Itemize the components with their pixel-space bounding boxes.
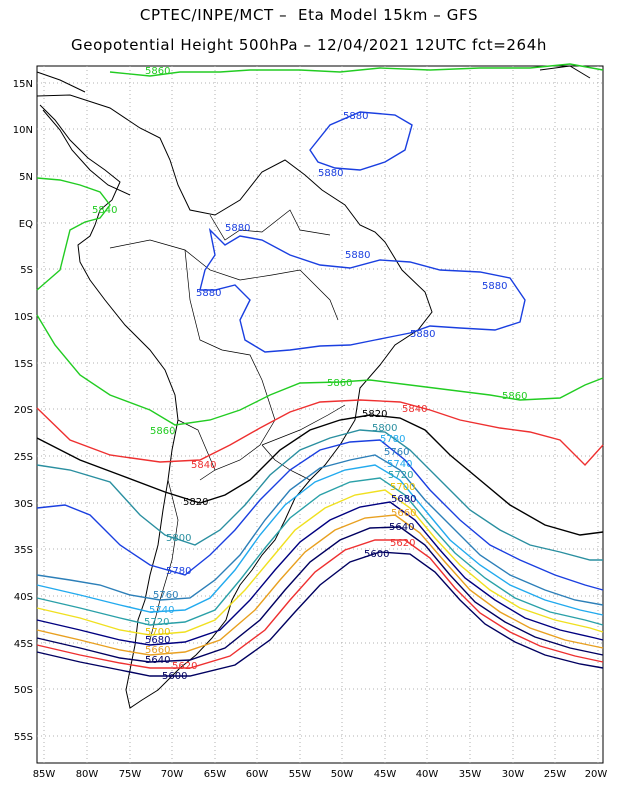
contour-5640 xyxy=(36,526,604,663)
contour-label: 5600 xyxy=(162,671,187,682)
contour-label: 5700 xyxy=(390,482,415,493)
lon-tick: 35W xyxy=(459,769,482,780)
lat-tick: 45S xyxy=(14,639,33,650)
lat-tick: 40S xyxy=(14,592,33,603)
lon-tick: 70W xyxy=(161,769,184,780)
lat-tick: 5N xyxy=(19,172,33,183)
contour-5820 xyxy=(36,414,604,536)
contour-labels: 5860 5880 5880 5840 5880 5880 5880 5880 … xyxy=(92,66,527,682)
contour-label: 5840 xyxy=(402,404,427,415)
contour-5860-north xyxy=(109,63,604,77)
contour-label: 5740 xyxy=(387,459,412,470)
lat-tick: 15N xyxy=(13,79,33,90)
contour-label: 5860 xyxy=(150,426,175,437)
contour-label: 5720 xyxy=(144,617,169,628)
chart-subtitle: Geopotential Height 500hPa – 12/04/2021 … xyxy=(71,36,547,54)
lat-tick: 35S xyxy=(14,545,33,556)
lon-tick: 30W xyxy=(502,769,525,780)
contour-label: 5800 xyxy=(166,533,191,544)
lon-tick: 60W xyxy=(246,769,269,780)
contour-label: 5640 xyxy=(145,655,170,666)
contour-label: 5740 xyxy=(149,605,174,616)
lat-tick: 10S xyxy=(14,312,33,323)
contour-5760 xyxy=(36,454,604,606)
longitude-axis: 85W 80W 75W 70W 65W 60W 55W 50W 45W 40W … xyxy=(33,769,608,780)
contour-label: 5840 xyxy=(191,460,216,471)
contour-5880-south xyxy=(199,227,526,353)
contour-label: 5860 xyxy=(145,66,170,77)
contour-label: 5620 xyxy=(390,538,415,549)
latitude-axis: 15N 10N 5N EQ 5S 10S 15S 20S 25S 30S 35S… xyxy=(13,79,33,743)
contour-label: 5620 xyxy=(172,661,197,672)
lon-tick: 55W xyxy=(289,769,312,780)
contour-label: 5660 xyxy=(391,508,416,519)
lat-tick: 50S xyxy=(14,685,33,696)
contour-label: 5760 xyxy=(384,447,409,458)
contour-5780 xyxy=(36,439,604,591)
contour-5800 xyxy=(36,429,603,561)
contour-5740 xyxy=(36,464,604,616)
lon-tick: 75W xyxy=(119,769,142,780)
contour-label: 5680 xyxy=(391,494,416,505)
contour-label: 5880 xyxy=(482,281,507,292)
lon-tick: 45W xyxy=(374,769,397,780)
contour-5880-north xyxy=(309,111,413,171)
contour-label: 5860 xyxy=(502,391,527,402)
lon-tick: 40W xyxy=(416,769,439,780)
lat-tick: 10N xyxy=(13,125,33,136)
contour-5840 xyxy=(36,399,604,467)
contour-label: 5700 xyxy=(145,627,170,638)
contour-label: 5780 xyxy=(166,566,191,577)
contour-label: 5820 xyxy=(183,497,208,508)
contour-5660 xyxy=(36,514,604,656)
contour-5860 xyxy=(36,177,111,291)
lon-tick: 85W xyxy=(33,769,56,780)
contour-label: 5880 xyxy=(410,329,435,340)
lat-tick: 30S xyxy=(14,499,33,510)
contour-label: 5880 xyxy=(318,168,343,179)
contour-label: 5640 xyxy=(389,522,414,533)
contour-5620 xyxy=(36,539,604,669)
contour-label: 5600 xyxy=(364,549,389,560)
contour-label: 5880 xyxy=(196,288,221,299)
coastline xyxy=(36,65,591,709)
contour-5720 xyxy=(36,477,604,626)
contour-label: 5680 xyxy=(145,635,170,646)
lon-tick: 65W xyxy=(204,769,227,780)
contour-label: 5820 xyxy=(362,409,387,420)
contour-label: 5880 xyxy=(345,250,370,261)
contour-5680 xyxy=(36,501,604,646)
contour-label: 5860 xyxy=(327,378,352,389)
lat-tick: 15S xyxy=(14,359,33,370)
contour-label: 5780 xyxy=(380,434,405,445)
contour-5600 xyxy=(36,551,604,677)
lon-tick: 25W xyxy=(544,769,567,780)
contour-label: 5720 xyxy=(388,470,413,481)
chart-title: CPTEC/INPE/MCT – Eta Model 15km – GFS xyxy=(139,6,479,24)
lat-tick: 5S xyxy=(20,265,33,276)
lat-tick: 55S xyxy=(14,732,33,743)
lon-tick: 20W xyxy=(585,769,608,780)
lat-tick: EQ xyxy=(19,219,33,230)
contour-label: 5840 xyxy=(92,205,117,216)
contour-5700 xyxy=(36,489,604,636)
contour-label: 5760 xyxy=(153,590,178,601)
lon-tick: 80W xyxy=(76,769,99,780)
contours xyxy=(36,63,604,677)
contour-label: 5880 xyxy=(343,111,368,122)
lon-tick: 50W xyxy=(331,769,354,780)
plot-frame xyxy=(36,65,604,764)
lat-tick: 20S xyxy=(14,405,33,416)
contour-label: 5660 xyxy=(145,645,170,656)
contour-label: 5880 xyxy=(225,223,250,234)
lat-tick: 25S xyxy=(14,452,33,463)
contour-label: 5800 xyxy=(372,423,397,434)
contour-5860-south xyxy=(36,314,604,426)
